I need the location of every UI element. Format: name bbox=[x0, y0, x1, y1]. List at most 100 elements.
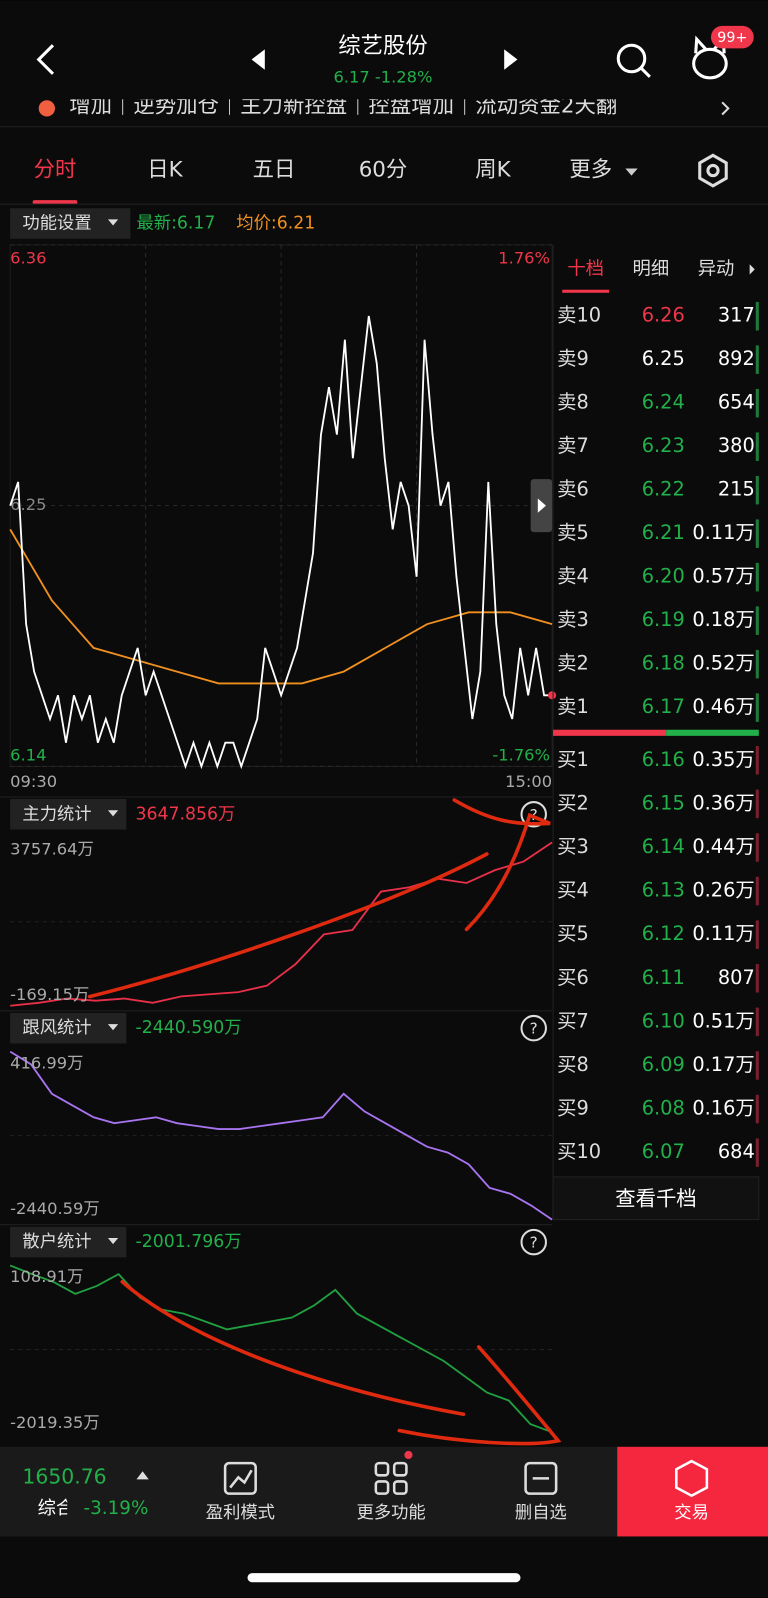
y-tick-label: -2019.35万 bbox=[10, 1413, 99, 1432]
stat-line bbox=[9, 1050, 553, 1221]
index-value[interactable]: 1650.76 bbox=[22, 1464, 106, 1488]
help-button[interactable] bbox=[520, 1228, 547, 1256]
ratio-buy bbox=[666, 729, 759, 736]
book-tab[interactable]: 异动 bbox=[698, 258, 735, 279]
badge-bg bbox=[710, 25, 754, 49]
price: 6.09 bbox=[642, 1053, 685, 1076]
search-button[interactable] bbox=[616, 43, 651, 78]
price: 6.26 bbox=[642, 304, 685, 327]
help-mark: ? bbox=[530, 1020, 538, 1038]
action-icons bbox=[223, 1461, 558, 1495]
settings-box[interactable] bbox=[10, 208, 131, 239]
level: 买9 bbox=[557, 1097, 589, 1120]
y-tick-label: 3757.64万 bbox=[10, 839, 94, 858]
ratio-sell bbox=[553, 729, 667, 736]
volume-bar bbox=[755, 1094, 759, 1124]
average-price: 均价:6.21 bbox=[236, 214, 315, 234]
price: 6.19 bbox=[642, 608, 685, 631]
price: 6.16 bbox=[642, 748, 685, 771]
price: 6.23 bbox=[642, 434, 685, 457]
y-tick-label: 416.99万 bbox=[10, 1053, 83, 1072]
stat-line bbox=[10, 841, 553, 1007]
help-button[interactable] bbox=[520, 1014, 547, 1042]
annotation bbox=[87, 798, 562, 1446]
action-label[interactable]: 盈利模式 bbox=[206, 1503, 275, 1523]
volume-bar bbox=[755, 649, 759, 679]
volume-bar bbox=[755, 388, 759, 418]
panel-title[interactable]: 散户统计 bbox=[22, 1232, 91, 1252]
next-stock[interactable] bbox=[504, 49, 518, 70]
price: 6.12 bbox=[642, 922, 685, 945]
settings-button[interactable] bbox=[698, 153, 728, 188]
prev-stock[interactable] bbox=[251, 49, 265, 70]
volume: 807 bbox=[718, 966, 755, 989]
volume-bar bbox=[755, 432, 759, 461]
y-tick-label: 6.14 bbox=[10, 746, 46, 765]
home-indicator bbox=[247, 1573, 521, 1583]
volume: 0.51万 bbox=[692, 1009, 754, 1032]
volume: 684 bbox=[718, 1140, 755, 1163]
price: 6.10 bbox=[642, 1009, 685, 1032]
index-change[interactable]: -3.19% bbox=[84, 1498, 149, 1519]
volume-bar bbox=[755, 606, 759, 635]
price: 6.21 bbox=[642, 521, 685, 544]
level: 买3 bbox=[557, 835, 589, 858]
panel-title[interactable]: 跟风统计 bbox=[22, 1018, 91, 1038]
trade-icon bbox=[675, 1459, 709, 1498]
depth-label[interactable]: 查看千档 bbox=[615, 1186, 696, 1210]
help-button[interactable] bbox=[520, 801, 547, 828]
stat-panel: 散户统计 -2001.796万 ? -2019.35万 108.91万 bbox=[0, 1224, 553, 1434]
dropdown-arrow bbox=[107, 810, 119, 817]
tab[interactable]: 更多 bbox=[569, 158, 612, 183]
depth-button[interactable] bbox=[552, 1176, 760, 1221]
level: 买6 bbox=[557, 966, 589, 989]
y-tick-label: -169.15万 bbox=[10, 985, 89, 1004]
book-tab-more[interactable] bbox=[749, 264, 755, 275]
y2-tick-label: 1.76% bbox=[498, 249, 550, 268]
volume: 0.11万 bbox=[692, 521, 754, 544]
tab[interactable]: 分时 bbox=[34, 158, 77, 183]
y-tick-label: 6.36 bbox=[10, 249, 46, 268]
settings-label[interactable]: 功能设置 bbox=[22, 214, 91, 234]
ticker[interactable]: 增加｜逆势加仓｜主力新控盘｜控盘增加｜流动资金2天翻 bbox=[69, 93, 617, 118]
ticker-more[interactable] bbox=[721, 101, 730, 116]
price-line bbox=[9, 315, 553, 770]
panel-menu[interactable] bbox=[10, 1226, 127, 1258]
volume: 0.11万 bbox=[692, 922, 754, 945]
panel-title[interactable]: 主力统计 bbox=[22, 804, 91, 824]
more-arrow bbox=[625, 168, 638, 176]
panel-value: -2440.590万 bbox=[135, 1018, 241, 1038]
trade-label[interactable]: 交易 bbox=[674, 1503, 709, 1523]
level: 卖2 bbox=[557, 652, 589, 675]
tab[interactable]: 60分 bbox=[359, 158, 408, 183]
action-label[interactable]: 删自选 bbox=[515, 1503, 567, 1523]
book-tab[interactable]: 明细 bbox=[633, 258, 670, 279]
badge: 99+ bbox=[717, 30, 747, 46]
y-tick-label: 108.91万 bbox=[10, 1267, 83, 1286]
volume-bar bbox=[755, 519, 759, 548]
x-label: 09:30 bbox=[10, 772, 57, 791]
index-arrow[interactable] bbox=[136, 1471, 149, 1480]
panel-menu[interactable] bbox=[10, 799, 127, 830]
panel-menu[interactable] bbox=[10, 1012, 127, 1044]
volume-bar bbox=[755, 746, 759, 775]
tab[interactable]: 日K bbox=[147, 158, 183, 183]
price: 6.07 bbox=[642, 1140, 685, 1163]
level: 卖3 bbox=[557, 608, 589, 631]
book-tab[interactable]: 十档 bbox=[567, 258, 604, 279]
tab[interactable]: 五日 bbox=[253, 158, 296, 183]
level: 卖9 bbox=[557, 347, 589, 370]
action-label[interactable]: 更多功能 bbox=[357, 1503, 426, 1523]
tab[interactable]: 周K bbox=[475, 158, 511, 183]
level: 卖5 bbox=[557, 521, 589, 544]
stat-panel: 跟风统计 -2440.590万 ? -2440.59万 416.99万 bbox=[0, 1010, 553, 1221]
price: 6.17 bbox=[642, 695, 685, 718]
panel-value: 3647.856万 bbox=[135, 804, 235, 824]
volume: 0.36万 bbox=[692, 791, 754, 814]
index-name[interactable]: 综合 bbox=[38, 1498, 75, 1519]
volume: 0.18万 bbox=[692, 608, 754, 631]
volume-bar bbox=[755, 876, 759, 906]
volume: 0.17万 bbox=[692, 1053, 754, 1076]
back-button[interactable] bbox=[36, 44, 55, 75]
